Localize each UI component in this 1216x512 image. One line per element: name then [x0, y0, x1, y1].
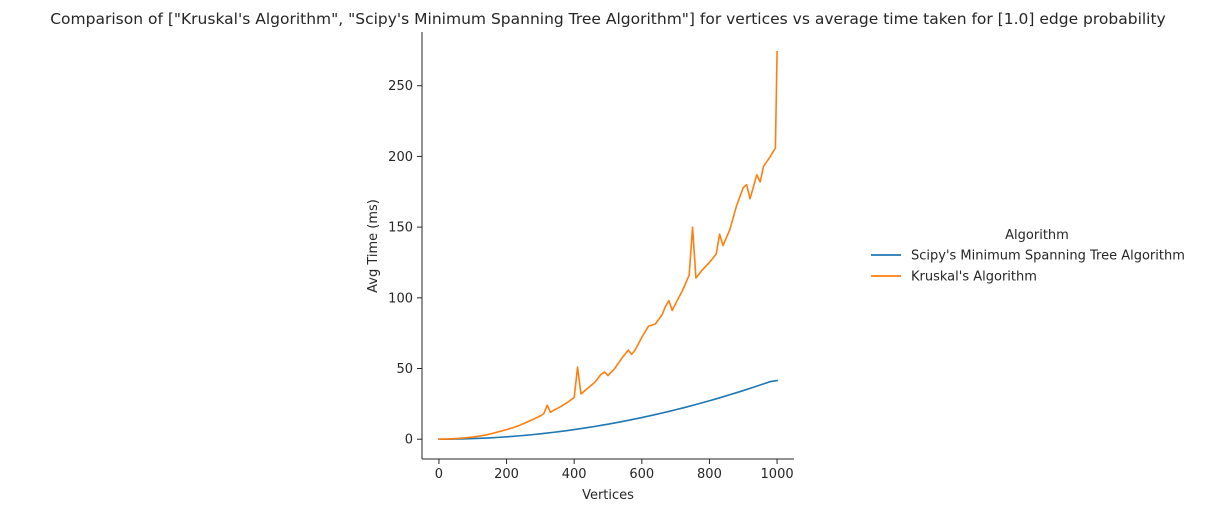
series-line-1	[438, 50, 778, 441]
x-tick-label: 800	[697, 467, 722, 482]
y-tick-label: 200	[388, 150, 413, 165]
legend-label-1: Kruskal's Algorithm	[911, 270, 1037, 285]
y-tick-label: 0	[405, 433, 413, 448]
chart-title: Comparison of ["Kruskal's Algorithm", "S…	[50, 10, 1166, 28]
legend: Algorithm Scipy's Minimum Spanning Tree …	[871, 228, 1185, 285]
x-tick-label: 600	[629, 467, 654, 482]
x-axis: 0 200 400 600 800 1000	[422, 458, 794, 482]
legend-title: Algorithm	[1005, 228, 1069, 243]
y-tick-label: 150	[388, 221, 413, 236]
y-tick-label: 250	[388, 79, 413, 94]
legend-label-0: Scipy's Minimum Spanning Tree Algorithm	[911, 249, 1185, 264]
y-tick-label: 100	[388, 291, 413, 306]
x-tick-label: 1000	[761, 467, 794, 482]
x-tick-label: 200	[494, 467, 519, 482]
y-axis-label: Avg Time (ms)	[366, 199, 381, 293]
x-axis-label: Vertices	[582, 488, 634, 503]
plot-area	[438, 50, 779, 441]
x-tick-label: 0	[435, 467, 443, 482]
series-line-0	[438, 379, 779, 441]
y-tick-label: 50	[396, 362, 413, 377]
y-axis: 0 50 100 150 200 250	[388, 32, 423, 459]
x-tick-label: 400	[562, 467, 587, 482]
